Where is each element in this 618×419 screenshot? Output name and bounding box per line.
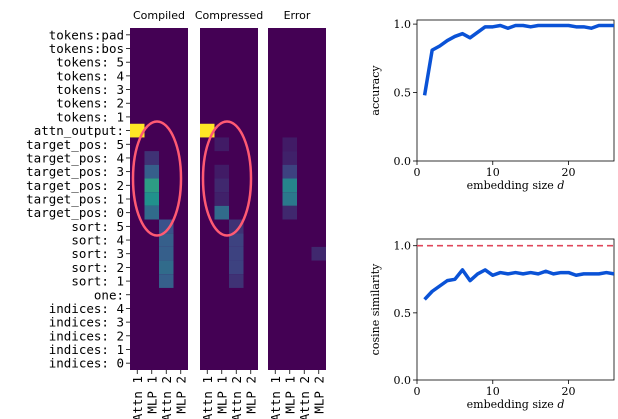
row-label: indices: 1 [49,342,124,357]
x-tick-label: 10 [486,385,500,398]
col-label: Attn 1 [200,376,215,419]
heatmap-cell [282,151,297,165]
col-label: MLP 2 [243,376,258,414]
row-label: tokens:pad [49,27,124,42]
heatmap-cell [229,274,244,288]
row-label: target_pos: 1 [26,192,124,207]
col-label: MLP 1 [144,376,159,414]
heatmap-cell [144,164,159,179]
heatmap-cell [229,233,244,247]
heatmap-cell [159,219,174,234]
heatmap-cell [214,205,229,220]
heatmap-cell [214,137,229,152]
col-label: Attn 2 [297,376,312,419]
col-label: Attn 2 [229,376,244,419]
heatmap-cell [229,246,244,261]
y-tick-label: 0.0 [394,374,412,387]
x-tick-label: 20 [562,385,576,398]
panel-title: Error [284,9,311,22]
row-label: tokens: 1 [56,109,124,124]
row-label: sort: 4 [71,233,124,248]
heatmap-cell [229,260,244,275]
x-axis-label: embedding size d [467,179,565,192]
col-label: Attn 1 [130,376,145,419]
row-label: target_pos: 4 [26,150,124,165]
row-label: sort: 3 [71,246,124,261]
col-label: MLP 1 [214,376,229,414]
row-label: tokens: 4 [56,68,124,83]
col-label: Attn 1 [268,376,283,419]
panel-title: Compressed [195,9,263,22]
row-label: target_pos: 2 [26,178,124,193]
row-label: target_pos: 0 [26,205,124,220]
heatmap-cell [282,205,297,220]
y-tick-label: 0.5 [394,307,412,320]
col-label: MLP 2 [173,376,188,414]
heatmap-cell [214,164,229,179]
line-chart-cosine-similarity: 0 10 20 0.0 0.5 1.0 embedding size d cosine sim… [369,238,615,411]
y-tick-label: 1.0 [394,18,412,31]
y-tick-label: 0.5 [394,87,412,100]
y-axis-label: cosine similarity [369,263,382,355]
axes-frame [416,238,615,381]
row-label: indices: 2 [49,328,124,343]
heatmap-cell [282,137,297,152]
heatmap-cell [282,178,297,193]
y-tick-label: 1.0 [394,240,412,253]
row-label: indices: 0 [49,356,124,371]
x-tick-label: 10 [486,166,500,179]
row-label: indices: 3 [49,315,124,330]
heatmap-cell [159,233,174,247]
heatmap-cell [214,192,229,206]
heatmap-cell [282,164,297,179]
row-label: sort: 5 [71,219,124,234]
row-label: one: [94,287,124,302]
heatmap-cell [144,205,159,220]
highlight-ellipse [201,120,253,237]
heatmap-cell [159,274,174,288]
heatmap-cell [144,151,159,165]
col-label: MLP 1 [282,376,297,414]
highlight-ellipse [131,120,183,237]
row-label: target_pos: 3 [26,164,124,179]
row-label: sort: 1 [71,274,124,289]
heatmap-cell [282,192,297,206]
y-tick-label: 0.0 [394,155,412,168]
heatmap-cell [159,260,174,275]
row-label: sort: 2 [71,260,124,275]
axes-frame [416,19,615,162]
y-axis-label: accuracy [369,65,382,116]
heatmap-cell [159,246,174,261]
panel-title: Compiled [133,9,185,22]
col-label: MLP 2 [311,376,326,414]
series-line [423,268,615,301]
x-axis-label: embedding size d [467,398,565,411]
heatmap-cell [311,246,326,261]
heatmap-cell [229,219,244,234]
row-label: indices: 4 [49,301,124,316]
x-tick-label: 20 [562,166,576,179]
heatmap-cell [144,192,159,206]
heatmap-cell [214,178,229,193]
x-tick-label: 0 [414,166,421,179]
series-line [422,23,614,96]
col-label: Attn 2 [159,376,174,419]
heatmap-cell [144,178,159,193]
row-label: attn_output: [34,123,124,138]
row-label: tokens:bos [49,41,124,56]
row-label: target_pos: 5 [26,137,124,152]
x-tick-label: 0 [414,385,421,398]
line-chart-accuracy: 0 10 20 0.0 0.5 1.0 embedding size d accuracy [369,18,615,192]
row-label: tokens: 5 [56,55,124,70]
row-label: tokens: 2 [56,96,124,111]
row-label: tokens: 3 [56,82,124,97]
